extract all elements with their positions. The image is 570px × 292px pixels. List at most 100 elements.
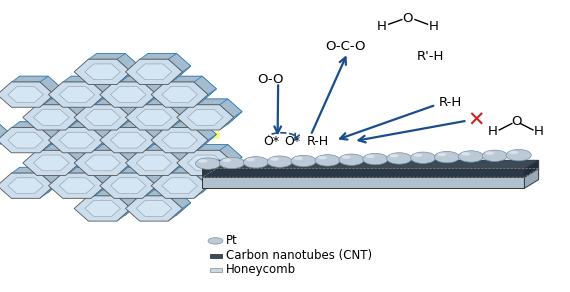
Ellipse shape — [196, 158, 221, 169]
Polygon shape — [165, 167, 202, 173]
Polygon shape — [31, 145, 88, 170]
Polygon shape — [194, 167, 217, 186]
Bar — [210, 254, 222, 258]
Polygon shape — [0, 173, 54, 198]
Polygon shape — [59, 132, 95, 148]
Polygon shape — [202, 168, 539, 177]
Polygon shape — [40, 89, 62, 107]
Ellipse shape — [294, 157, 303, 160]
Text: R-H: R-H — [439, 96, 462, 109]
Text: O-O: O-O — [258, 73, 284, 86]
Polygon shape — [63, 167, 100, 173]
Polygon shape — [100, 82, 157, 107]
Text: O: O — [511, 115, 522, 128]
Ellipse shape — [270, 157, 279, 161]
Polygon shape — [202, 177, 524, 188]
Polygon shape — [0, 128, 54, 153]
Polygon shape — [88, 145, 125, 150]
Polygon shape — [63, 122, 100, 128]
Polygon shape — [151, 128, 208, 153]
Polygon shape — [108, 122, 165, 147]
Polygon shape — [136, 64, 172, 80]
Text: Honeycomb: Honeycomb — [226, 263, 296, 276]
Ellipse shape — [482, 150, 507, 161]
Ellipse shape — [318, 156, 327, 159]
Polygon shape — [85, 110, 120, 125]
Polygon shape — [91, 76, 113, 95]
Polygon shape — [134, 190, 191, 215]
Polygon shape — [168, 99, 191, 117]
Text: H: H — [488, 125, 498, 138]
Text: O*: O* — [263, 135, 279, 148]
Ellipse shape — [458, 151, 483, 162]
Polygon shape — [142, 76, 165, 95]
Polygon shape — [134, 145, 191, 170]
Polygon shape — [40, 76, 62, 95]
Polygon shape — [194, 89, 217, 107]
Polygon shape — [0, 122, 11, 140]
Polygon shape — [142, 180, 165, 198]
Polygon shape — [37, 99, 74, 105]
Polygon shape — [66, 99, 88, 117]
Polygon shape — [100, 128, 157, 153]
Ellipse shape — [509, 151, 518, 154]
Polygon shape — [185, 145, 242, 170]
Polygon shape — [48, 128, 105, 153]
Polygon shape — [117, 99, 140, 117]
Text: H: H — [534, 125, 544, 138]
Polygon shape — [88, 99, 125, 105]
Ellipse shape — [386, 153, 412, 164]
Polygon shape — [219, 112, 242, 130]
Polygon shape — [57, 167, 113, 192]
Polygon shape — [162, 131, 219, 143]
Polygon shape — [524, 160, 539, 177]
Polygon shape — [168, 190, 191, 208]
Ellipse shape — [219, 157, 245, 169]
Ellipse shape — [222, 159, 231, 162]
Polygon shape — [136, 155, 172, 171]
Polygon shape — [219, 99, 242, 117]
Polygon shape — [188, 155, 223, 171]
Polygon shape — [194, 76, 217, 95]
Polygon shape — [524, 168, 539, 188]
Polygon shape — [37, 145, 74, 150]
Polygon shape — [88, 53, 125, 59]
Polygon shape — [48, 82, 105, 107]
Polygon shape — [23, 150, 80, 175]
Polygon shape — [168, 112, 191, 130]
Polygon shape — [111, 178, 146, 194]
Polygon shape — [40, 134, 62, 153]
Polygon shape — [111, 87, 146, 102]
Polygon shape — [168, 53, 191, 72]
Polygon shape — [66, 145, 88, 163]
Polygon shape — [125, 59, 182, 84]
Polygon shape — [125, 196, 182, 221]
Polygon shape — [194, 134, 217, 153]
Polygon shape — [168, 203, 191, 221]
Polygon shape — [117, 145, 140, 163]
Ellipse shape — [366, 155, 374, 158]
Polygon shape — [185, 99, 242, 124]
Polygon shape — [114, 76, 151, 82]
Ellipse shape — [291, 155, 316, 167]
Polygon shape — [0, 134, 11, 153]
Polygon shape — [117, 112, 140, 130]
Ellipse shape — [198, 159, 207, 163]
Polygon shape — [34, 110, 69, 125]
Polygon shape — [165, 122, 202, 128]
Polygon shape — [91, 167, 113, 186]
Polygon shape — [194, 180, 217, 198]
Polygon shape — [136, 110, 172, 125]
Polygon shape — [140, 53, 177, 59]
Polygon shape — [85, 201, 120, 216]
Polygon shape — [142, 167, 165, 186]
Polygon shape — [59, 87, 95, 102]
Polygon shape — [162, 132, 197, 148]
Polygon shape — [202, 169, 524, 177]
Polygon shape — [168, 145, 191, 163]
Polygon shape — [114, 122, 151, 128]
Polygon shape — [0, 82, 54, 107]
Polygon shape — [177, 150, 234, 175]
Text: H: H — [428, 20, 438, 33]
Ellipse shape — [363, 153, 388, 165]
